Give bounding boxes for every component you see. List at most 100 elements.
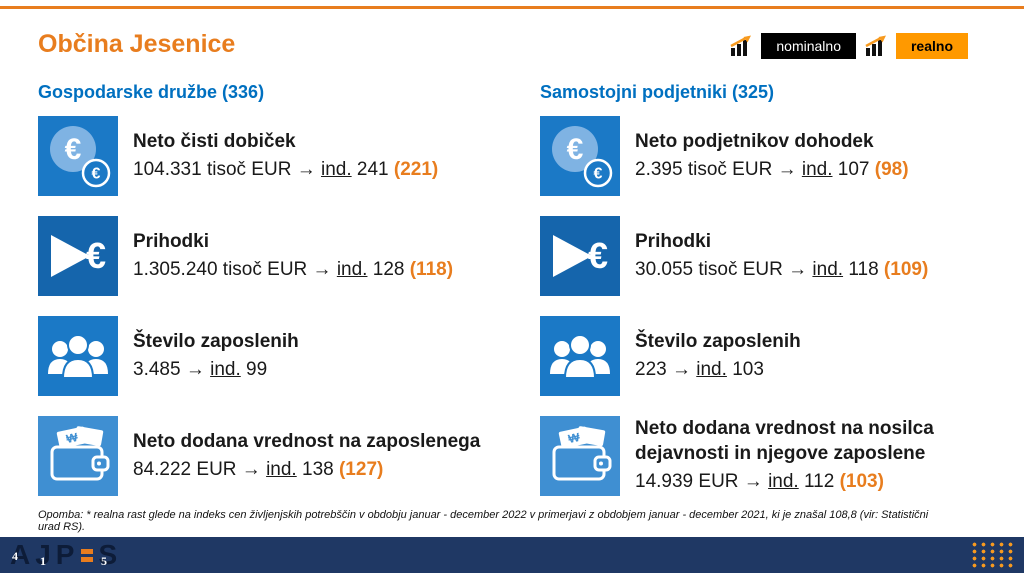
metric-title: Neto podjetnikov dohodek: [635, 130, 874, 152]
bar-chart-icon: [862, 33, 889, 59]
real-index-value: (98): [874, 158, 909, 180]
real-index-value: (103): [839, 470, 884, 492]
metric-text: Neto podjetnikov dohodek 2.395 tisoč EUR…: [635, 130, 909, 182]
index-value: 241: [356, 158, 389, 180]
index-label: ind.: [801, 158, 833, 180]
metric-amount: 104.331 tisoč EUR →: [133, 158, 316, 180]
index-value: 99: [246, 358, 268, 380]
metric-text: Neto dodana vrednost na nosilca dejavnos…: [635, 417, 996, 494]
employees-icon: [38, 316, 118, 396]
index-value: 128: [372, 258, 405, 280]
metric-amount: 84.222 EUR →: [133, 458, 261, 480]
svg-text:₩: ₩: [567, 430, 582, 446]
metrics-columns: Gospodarske družbe (336) € € Neto čisti …: [38, 82, 996, 515]
footer-dot-grid: [970, 541, 1016, 569]
real-index-value: (221): [393, 158, 439, 180]
index-label: ind.: [336, 258, 368, 280]
footnote: Opomba: * realna rast glede na indeks ce…: [38, 509, 929, 533]
wallet-icon: ₩: [540, 416, 620, 496]
legend: nominalno realno: [728, 33, 968, 59]
metric-row: Število zaposlenih 223 → ind. 103: [540, 315, 996, 397]
real-index-value: (127): [338, 458, 384, 480]
metric-text: Prihodki 30.055 tisoč EUR → ind. 118 (10…: [635, 230, 928, 282]
page-title: Občina Jesenice: [38, 30, 236, 58]
ajpes-logo: AJP S: [10, 537, 122, 573]
index-label: ind.: [812, 258, 844, 280]
wallet-icon: ₩: [38, 416, 118, 496]
logo-letters: S: [98, 539, 123, 570]
real-index-value: (109): [883, 258, 929, 280]
metric-row: € Prihodki 30.055 tisoč EUR → ind. 118 (…: [540, 215, 996, 297]
index-label: ind.: [768, 470, 799, 492]
metric-amount: 3.485 →: [133, 358, 205, 380]
revenue-arrow-icon: €: [540, 216, 620, 296]
page-number: 5: [101, 554, 107, 568]
metric-text: Število zaposlenih 3.485 → ind. 99: [133, 330, 299, 382]
metric-text: Neto čisti dobiček 104.331 tisoč EUR → i…: [133, 130, 438, 182]
index-value: 103: [732, 358, 764, 380]
metric-title: Neto dodana vrednost na zaposlenega: [133, 430, 481, 452]
metric-value: 30.055 tisoč EUR → ind. 118 (109): [635, 258, 928, 283]
metric-row: ₩ Neto dodana vrednost na nosilca dejavn…: [540, 415, 996, 497]
metric-row: € € Neto podjetnikov dohodek 2.395 tisoč…: [540, 115, 996, 197]
metric-value: 223 → ind. 103: [635, 358, 801, 383]
svg-text:€: €: [92, 166, 101, 183]
metric-title: Neto čisti dobiček: [133, 130, 296, 152]
svg-text:€: €: [594, 166, 603, 183]
footer-bar: AJP S 4 1 5: [0, 537, 1024, 573]
employees-icon: [540, 316, 620, 396]
real-index-value: (118): [409, 258, 454, 280]
metric-title: Neto dodana vrednost na nosilca dejavnos…: [635, 418, 934, 465]
page-number: 1: [40, 554, 46, 568]
metric-value: 1.305.240 tisoč EUR → ind. 128 (118): [133, 258, 453, 283]
metric-row: Število zaposlenih 3.485 → ind. 99: [38, 315, 494, 397]
euro-coin-icon: € €: [540, 116, 620, 196]
metric-title: Prihodki: [133, 230, 210, 252]
logo-letters: AJP: [10, 539, 80, 570]
metric-value: 84.222 EUR → ind. 138 (127): [133, 458, 480, 483]
metric-amount: 223 →: [635, 358, 691, 380]
metric-row: ₩ Neto dodana vrednost na zaposlenega 84…: [38, 415, 494, 497]
index-label: ind.: [210, 358, 241, 380]
index-label: ind.: [266, 458, 297, 480]
index-value: 107: [837, 158, 870, 180]
metric-title: Prihodki: [635, 230, 712, 252]
index-label: ind.: [320, 158, 352, 180]
metric-text: Neto dodana vrednost na zaposlenega 84.2…: [133, 430, 480, 482]
legend-realno: realno: [895, 33, 968, 59]
metric-amount: 2.395 tisoč EUR →: [635, 158, 797, 180]
euro-coin-icon: € €: [38, 116, 118, 196]
page-number: 4: [12, 549, 18, 563]
metric-amount: 14.939 EUR →: [635, 470, 763, 492]
legend-nominalno: nominalno: [761, 33, 856, 59]
metric-value: 2.395 tisoč EUR → ind. 107 (98): [635, 158, 909, 183]
metric-title: Število zaposlenih: [635, 330, 801, 352]
metric-amount: 30.055 tisoč EUR →: [635, 258, 808, 280]
column-samostojni-podjetniki: Samostojni podjetniki (325) € € Neto pod…: [540, 82, 996, 515]
index-value: 138: [302, 458, 334, 480]
bar-chart-icon: [728, 33, 755, 59]
index-value: 112: [804, 470, 835, 492]
top-accent-line: [0, 6, 1024, 9]
column-header: Gospodarske družbe (336): [38, 82, 265, 102]
index-label: ind.: [696, 358, 727, 380]
index-value: 118: [848, 258, 879, 280]
metric-title: Število zaposlenih: [133, 330, 299, 352]
metric-value: 14.939 EUR → ind. 112 (103): [635, 470, 996, 495]
logo-accent-bars: [81, 548, 94, 562]
revenue-arrow-icon: €: [38, 216, 118, 296]
svg-text:€: €: [588, 235, 608, 276]
metric-text: Prihodki 1.305.240 tisoč EUR → ind. 128 …: [133, 230, 453, 282]
metric-value: 3.485 → ind. 99: [133, 358, 299, 383]
metric-row: € Prihodki 1.305.240 tisoč EUR → ind. 12…: [38, 215, 494, 297]
column-header: Samostojni podjetniki (325): [540, 82, 775, 102]
svg-text:€: €: [86, 235, 106, 276]
metric-amount: 1.305.240 tisoč EUR →: [133, 258, 332, 280]
metric-text: Število zaposlenih 223 → ind. 103: [635, 330, 801, 382]
metric-row: € € Neto čisti dobiček 104.331 tisoč EUR…: [38, 115, 494, 197]
column-gospodarske-druzbe: Gospodarske družbe (336) € € Neto čisti …: [38, 82, 494, 515]
svg-text:€: €: [65, 133, 82, 166]
svg-text:₩: ₩: [65, 430, 80, 446]
svg-text:€: €: [567, 133, 584, 166]
metric-value: 104.331 tisoč EUR → ind. 241 (221): [133, 158, 438, 183]
